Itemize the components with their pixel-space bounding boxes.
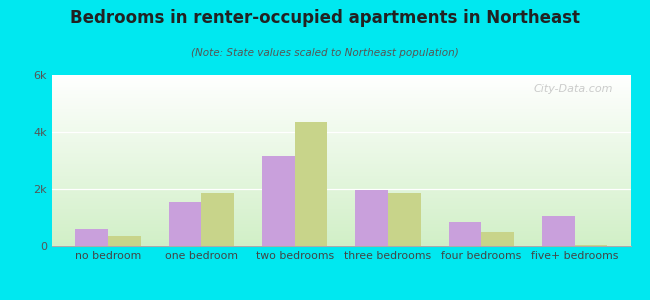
Bar bbox=[294, 122, 327, 246]
Text: Bedrooms in renter-occupied apartments in Northeast: Bedrooms in renter-occupied apartments i… bbox=[70, 9, 580, 27]
Bar bbox=[108, 236, 140, 246]
Bar bbox=[356, 190, 388, 246]
Text: City-Data.com: City-Data.com bbox=[534, 83, 613, 94]
Bar bbox=[388, 193, 421, 246]
Bar bbox=[262, 156, 294, 246]
Bar bbox=[75, 229, 108, 246]
Bar bbox=[168, 202, 202, 246]
Text: (Note: State values scaled to Northeast population): (Note: State values scaled to Northeast … bbox=[191, 48, 459, 58]
Bar bbox=[481, 232, 514, 246]
Bar bbox=[202, 193, 234, 246]
Bar bbox=[448, 222, 481, 246]
Bar bbox=[575, 245, 607, 246]
Bar bbox=[542, 216, 575, 246]
